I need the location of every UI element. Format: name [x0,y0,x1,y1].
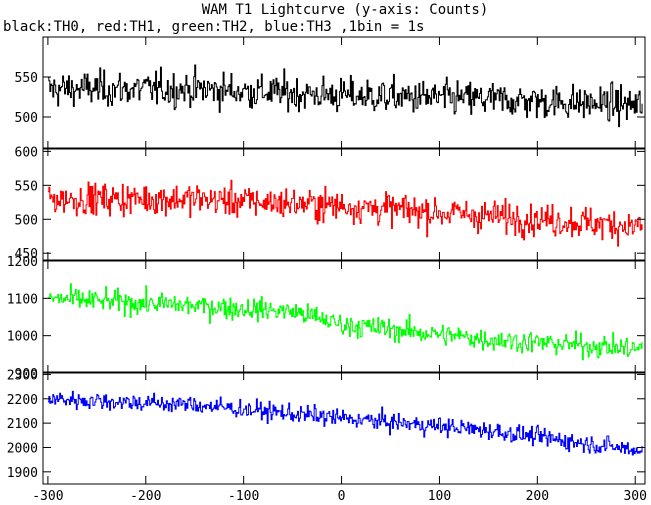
y-tick-label: 2000 [7,441,38,456]
panel-frame [42,36,646,150]
y-tick-label: 500 [15,111,38,126]
panel-frame [42,260,646,374]
x-axis: -300 -200 -100 0 100 200 300 [32,489,647,504]
y-tick-label: 1000 [7,330,38,345]
y-tick-label: 1900 [7,466,38,481]
y-tick-label: 2100 [7,417,38,432]
series-th2-line [47,283,643,361]
y-tick-label: 600 [15,145,38,160]
y-tick-label: 2200 [7,393,38,408]
x-tick-label: 100 [428,489,451,504]
x-tick-label: -300 [32,489,63,504]
x-tick-label: -100 [228,489,259,504]
y-tick-label: 550 [15,71,38,86]
y-tick-label: 500 [15,213,38,228]
x-tick-label: -200 [130,489,161,504]
panel-th2: 900 1000 1100 1200 [7,255,646,382]
y-tick-label: 1200 [7,255,38,270]
panel-frame [42,371,646,485]
chart-title: WAM T1 Lightcurve (y-axis: Counts) [202,2,489,18]
panel-frame [42,147,646,261]
panel-th1: 450 500 550 600 [15,145,646,262]
chart-subtitle: black:TH0, red:TH1, green:TH2, blue:TH3 … [3,19,424,35]
x-tick-label: 0 [338,489,346,504]
x-tick-label: 200 [526,489,549,504]
panel-th0: 500 550 [15,36,646,150]
series-th0-line [47,64,643,128]
panel-th3: 1900 2000 2100 2200 2300 [7,368,646,485]
panels-group: 500 550 450 500 550 600 900 1000 1100 1200 1900 200… [7,36,646,485]
series-th1-line [47,179,643,247]
y-tick-label: 450 [15,247,38,262]
y-tick-label: 550 [15,179,38,194]
y-tick-label: 2300 [7,368,38,383]
series-th3-line [47,390,643,456]
y-tick-label: 1100 [7,292,38,307]
x-tick-label: 300 [623,489,646,504]
y-tick-label: 900 [15,367,38,382]
